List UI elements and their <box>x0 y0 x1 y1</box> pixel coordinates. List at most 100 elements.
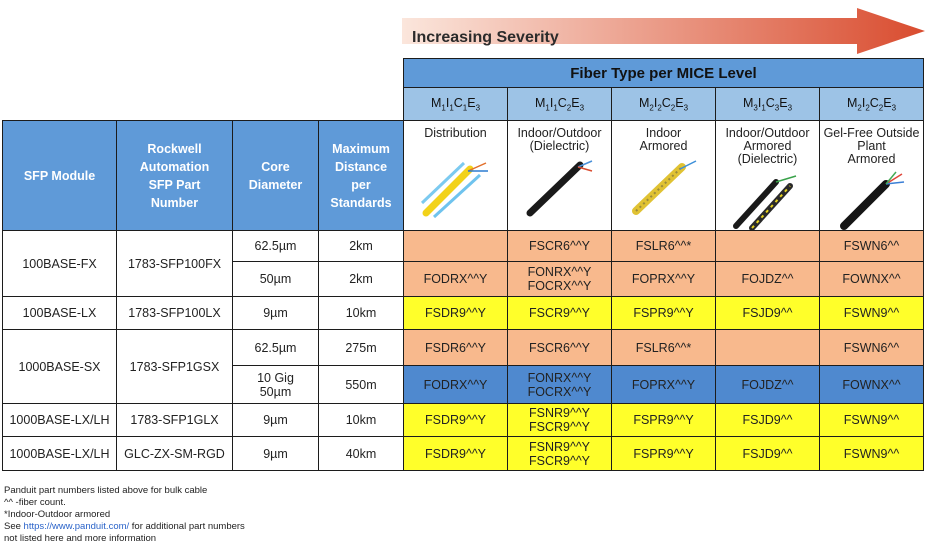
note-line: ^^ -fiber count. <box>4 497 66 508</box>
row-part: 1783-SFP1GLX <box>116 403 233 437</box>
cable-desc-line1: Distribution <box>424 126 487 140</box>
cell-pn: FSLR6^^* <box>611 230 716 262</box>
cable-type-4: Indoor/Outdoor Armored (Dielectric) <box>715 120 820 231</box>
cell-pn: FOPRX^^Y <box>611 365 716 404</box>
cable-desc-line2: Armored <box>847 152 896 166</box>
cell-pn: FSJD9^^ <box>715 296 820 330</box>
row-core: 10 Gig 50µm <box>232 365 319 404</box>
cell-pn: FSWN6^^ <box>819 329 924 366</box>
header-core-diameter: Core Diameter <box>232 120 319 231</box>
cell-pn <box>403 230 508 262</box>
cell-pn: FOWNX^^ <box>819 365 924 404</box>
cell-pn: FSWN9^^ <box>819 403 924 437</box>
row-core: 9µm <box>232 436 319 471</box>
cell-pn: FSPR9^^Y <box>611 296 716 330</box>
pn-line: FSCR9^^Y <box>528 420 591 434</box>
row-module: 100BASE-FX <box>2 230 117 297</box>
footnotes: Panduit part numbers listed above for bu… <box>4 485 245 545</box>
row-part: 1783-SFP100FX <box>116 230 233 297</box>
cable-desc-line1: Indoor <box>645 126 682 140</box>
cable-desc-line2: (Dielectric) <box>529 139 590 153</box>
cell-pn: FSNR9^^Y FSCR9^^Y <box>507 403 612 437</box>
cell-pn: FSCR6^^Y <box>507 329 612 366</box>
cell-pn: FODRX^^Y <box>403 261 508 297</box>
pn-line: FONRX^^Y <box>527 265 592 279</box>
row-core: 9µm <box>232 403 319 437</box>
cell-pn: FONRX^^Y FOCRX^^Y <box>507 365 612 404</box>
distribution-cable-image <box>420 161 488 219</box>
cell-pn: FSLR6^^* <box>611 329 716 366</box>
armored-cable-image <box>631 160 696 215</box>
pn-line: FSNR9^^Y <box>528 439 591 454</box>
cell-pn <box>715 230 820 262</box>
cable-type-5: Gel-Free Outside Plant Armored <box>819 120 924 231</box>
cell-pn: FODRX^^Y <box>403 365 508 404</box>
mice-level-3: M2I2C2E3 <box>611 87 716 121</box>
severity-arrow <box>402 8 925 54</box>
cell-pn: FSCR9^^Y <box>507 296 612 330</box>
cell-pn: FOWNX^^ <box>819 261 924 297</box>
cable-type-3: Indoor Armored <box>611 120 716 231</box>
mice-level-4: M3I1C3E3 <box>715 87 820 121</box>
pn-line: FOCRX^^Y <box>527 384 592 399</box>
note-line: See https://www.panduit.com/ for additio… <box>4 521 245 533</box>
pn-line: FSCR9^^Y <box>528 453 591 468</box>
panduit-link[interactable]: https://www.panduit.com/ <box>23 521 130 532</box>
note-line: *Indoor-Outdoor armored <box>4 509 111 520</box>
cable-type-1: Distribution <box>403 120 508 231</box>
mice-level-1: M1I1C1E3 <box>403 87 508 121</box>
cell-pn: FSDR9^^Y <box>403 436 508 471</box>
cable-desc-line2: Armored <box>639 139 688 153</box>
cable-desc-line2 <box>404 140 507 153</box>
row-core: 62.5µm <box>232 230 319 262</box>
pn-line: FSNR9^^Y <box>528 406 591 420</box>
cable-desc-line1: Indoor/Outdoor <box>517 126 602 140</box>
cell-pn: FSJD9^^ <box>715 403 820 437</box>
row-distance: 2km <box>318 261 404 297</box>
cell-pn: FSWN6^^ <box>819 230 924 262</box>
cell-pn: FSDR9^^Y <box>403 296 508 330</box>
cell-pn: FONRX^^Y FOCRX^^Y <box>507 261 612 297</box>
dielectric-cable-image <box>526 160 592 217</box>
fiber-type-header: Fiber Type per MICE Level <box>403 58 924 88</box>
note-line: Panduit part numbers listed above for bu… <box>4 485 208 496</box>
row-distance: 550m <box>318 365 404 404</box>
row-distance: 275m <box>318 329 404 366</box>
row-part: 1783-SFP100LX <box>116 296 233 330</box>
header-rockwell-part: Rockwell Automation SFP Part Number <box>116 120 233 231</box>
cell-pn: FOPRX^^Y <box>611 261 716 297</box>
note-line: not listed here and more information <box>4 533 157 544</box>
cell-pn: FSCR6^^Y <box>507 230 612 262</box>
cell-pn: FSWN9^^ <box>819 436 924 471</box>
row-distance: 2km <box>318 230 404 262</box>
header-max-distance: Maximum Distance per Standards <box>318 120 404 231</box>
row-core: 62.5µm <box>232 329 319 366</box>
row-part: GLC-ZX-SM-RGD <box>116 436 233 471</box>
severity-label: Increasing Severity <box>412 29 559 46</box>
note-text: See <box>4 521 24 532</box>
row-core: 9µm <box>232 296 319 330</box>
cell-pn: FSWN9^^ <box>819 296 924 330</box>
core-line: 50µm <box>259 384 292 399</box>
cell-pn: FOJDZ^^ <box>715 365 820 404</box>
cell-pn <box>715 329 820 366</box>
cell-pn: FSDR6^^Y <box>403 329 508 366</box>
note-text: for additional part numbers <box>129 521 245 532</box>
cell-pn: FSJD9^^ <box>715 436 820 471</box>
header-sfp-module: SFP Module <box>2 120 117 231</box>
cable-desc-line2: Armored (Dielectric) <box>737 139 798 166</box>
cell-pn: FSNR9^^Y FSCR9^^Y <box>507 436 612 471</box>
pn-line: FOCRX^^Y <box>527 279 592 293</box>
row-module: 1000BASE-LX/LH <box>2 403 117 437</box>
mice-level-5: M2I2C2E3 <box>819 87 924 121</box>
row-module: 1000BASE-LX/LH <box>2 436 117 471</box>
cable-desc-line1: Indoor/Outdoor <box>725 126 810 140</box>
pn-line: FONRX^^Y <box>527 370 592 385</box>
row-distance: 10km <box>318 296 404 330</box>
row-core: 50µm <box>232 261 319 297</box>
armored-dielectric-cable-image <box>732 175 796 230</box>
cable-type-2: Indoor/Outdoor (Dielectric) <box>507 120 612 231</box>
core-line: 10 Gig <box>257 370 294 385</box>
mice-level-2: M1I1C2E3 <box>507 87 612 121</box>
outside-plant-cable-image <box>839 171 904 230</box>
